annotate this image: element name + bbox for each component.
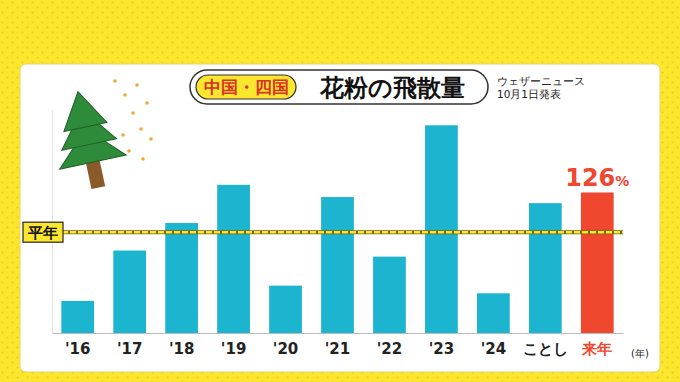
reference-label: 平年 xyxy=(27,224,58,242)
pollen-dot xyxy=(141,157,145,161)
bar xyxy=(373,257,406,333)
pollen-dot xyxy=(135,83,139,87)
x-tick: '24 xyxy=(481,333,506,358)
reference-label-box xyxy=(23,222,63,242)
bar xyxy=(165,223,198,333)
x-axis: '16 '17 '18 '19 '20 '21 '22 '23 '24 ことし来年 xyxy=(53,333,624,358)
bar xyxy=(217,185,250,333)
data-label: 126% xyxy=(565,164,629,192)
tree-leaves xyxy=(56,87,107,131)
x-tick-label: '24 xyxy=(481,340,506,358)
x-tick-label: '16 xyxy=(65,340,90,358)
reference-line xyxy=(62,231,623,233)
background xyxy=(0,0,680,382)
x-tick-label: '23 xyxy=(429,340,454,358)
pollen-dot xyxy=(139,127,143,131)
title-frame xyxy=(190,70,488,104)
x-tick: '17 xyxy=(117,333,142,358)
x-tick-label: 来年 xyxy=(581,340,612,358)
x-tick: '21 xyxy=(325,333,350,358)
x-tick: '20 xyxy=(273,333,298,358)
x-tick-label: '21 xyxy=(325,340,350,358)
x-tick: '18 xyxy=(169,333,194,358)
tree-icon xyxy=(45,85,132,195)
pollen-dot xyxy=(123,93,127,97)
subtitle-pill xyxy=(196,75,296,99)
chart: 中国・四国 花粉の飛散量 ウェザーニュース10月1日発表 '16 '17 '18 '19 '2… xyxy=(0,0,680,382)
x-axis-line xyxy=(53,333,624,334)
x-tick-label: '22 xyxy=(377,340,402,358)
x-tick-label: '17 xyxy=(117,340,142,358)
x-tick: '22 xyxy=(377,333,402,358)
bar xyxy=(113,251,146,333)
title: 花粉の飛散量 xyxy=(319,74,465,102)
bar xyxy=(61,301,94,333)
x-tick-label: ことし xyxy=(523,340,568,358)
subtitle: 中国・四国 xyxy=(204,77,289,97)
x-tick-label: '19 xyxy=(221,340,246,358)
bar xyxy=(269,286,302,333)
x-tick: '19 xyxy=(221,333,246,358)
bar xyxy=(425,125,458,333)
pollen-dot xyxy=(131,111,135,115)
x-tick-label: '18 xyxy=(169,340,194,358)
pollen-dot xyxy=(113,79,117,83)
x-tick: '16 xyxy=(65,333,90,358)
bar xyxy=(581,192,614,333)
x-label: (年) xyxy=(631,348,649,359)
pollen-dot xyxy=(121,133,125,137)
x-tick: 来年 xyxy=(581,333,612,358)
pollen-dot xyxy=(149,137,153,141)
bars xyxy=(61,125,613,333)
bar xyxy=(477,293,510,333)
panel xyxy=(20,64,660,372)
annotation: 10月1日発表 xyxy=(497,88,561,100)
pollen-dot xyxy=(145,101,149,105)
bar xyxy=(529,203,562,333)
annotation: ウェザーニュース xyxy=(497,75,585,87)
x-tick-label: '20 xyxy=(273,340,298,358)
pollen-dot xyxy=(127,149,131,153)
x-tick: ことし xyxy=(523,333,568,358)
reference-line-outline xyxy=(62,230,623,234)
bar xyxy=(321,197,354,333)
x-tick: '23 xyxy=(429,333,454,358)
